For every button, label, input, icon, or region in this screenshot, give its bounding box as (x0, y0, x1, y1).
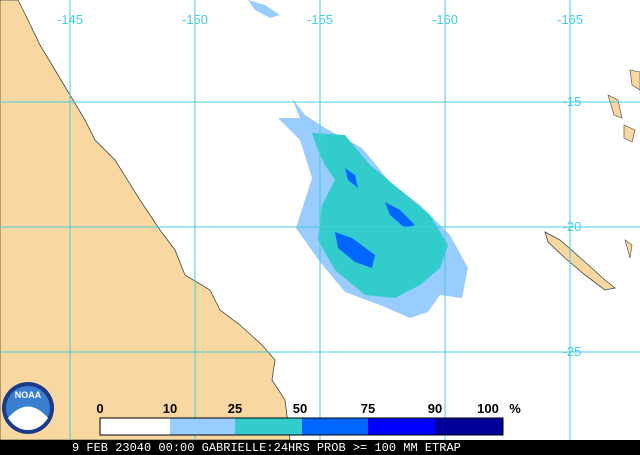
legend-label: 100 (477, 401, 499, 416)
footer-bar (0, 440, 640, 455)
probability-region (248, 0, 280, 18)
longitude-label: -165 (557, 12, 583, 27)
land-new-caledonia (544, 231, 616, 291)
legend-swatch (170, 418, 235, 435)
legend-frame (99, 417, 504, 436)
latitude-label: -20 (563, 219, 582, 234)
legend-label: 75 (361, 401, 375, 416)
latitude-label: -25 (563, 344, 582, 359)
legend-label: 25 (228, 401, 242, 416)
legend-swatch (302, 418, 368, 435)
graticule (0, 0, 640, 440)
logo-text: NOAA (15, 390, 42, 400)
legend-label: 90 (428, 401, 442, 416)
longitude-label: -160 (432, 12, 458, 27)
longitude-label: -145 (57, 12, 83, 27)
probability-region (312, 133, 448, 298)
land-islands (607, 69, 640, 259)
footer-text: 9 FEB 23040 00:00 GABRIELLE:24HRS PROB >… (72, 441, 461, 455)
longitude-label: -155 (307, 12, 333, 27)
legend-label: % (509, 401, 521, 416)
logo (8, 406, 48, 430)
legend-swatch (100, 418, 170, 435)
probability-region (335, 168, 415, 268)
legend-label: 0 (96, 401, 103, 416)
latitude-label: -15 (563, 94, 582, 109)
legend-label: 50 (293, 401, 307, 416)
legend-swatch (235, 418, 302, 435)
legend-label: 10 (163, 401, 177, 416)
legend-swatch (368, 418, 435, 435)
longitude-label: -150 (182, 12, 208, 27)
land-australia (0, 0, 291, 441)
legend-swatch (435, 418, 503, 435)
